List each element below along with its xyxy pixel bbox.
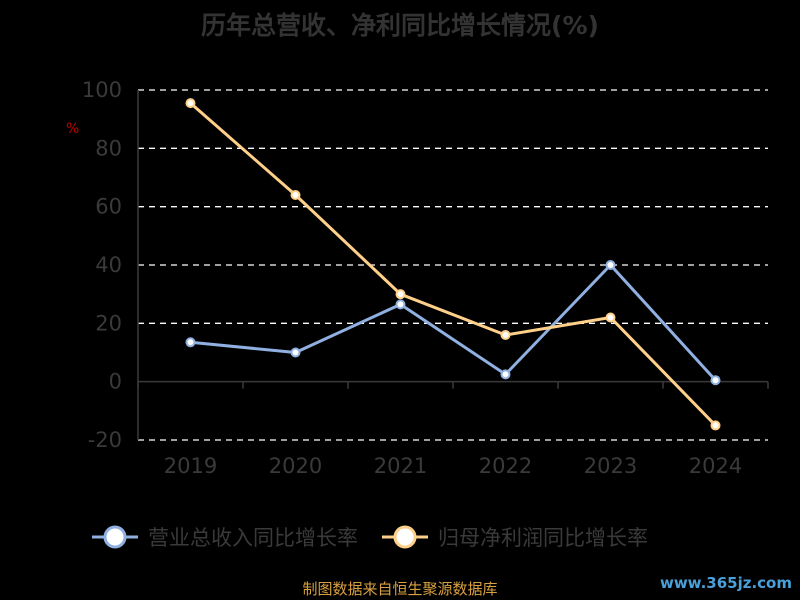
chart-title: 历年总营收、净利同比增长情况(%) — [201, 11, 599, 40]
y-tick-label: 0 — [109, 370, 122, 394]
y-tick-label: 40 — [95, 253, 122, 277]
data-point — [605, 260, 616, 270]
series-line-0 — [190, 263, 717, 382]
legend-swatch-profit — [382, 525, 428, 549]
data-point — [185, 337, 196, 348]
x-tick-label: 2019 — [164, 454, 217, 478]
series-lines — [185, 98, 721, 431]
x-tick-label: 2023 — [584, 454, 637, 478]
legend-swatch-revenue — [92, 525, 138, 549]
x-tick-label: 2021 — [374, 454, 427, 478]
y-tick-label: -20 — [88, 428, 122, 452]
y-axis-unit-label: % — [66, 121, 80, 137]
legend-label-revenue: 营业总收入同比增长率 — [148, 526, 358, 550]
data-point — [605, 312, 616, 323]
x-tick-label: 2020 — [269, 454, 322, 478]
y-tick-label: 100 — [82, 78, 122, 102]
x-tick-label: 2022 — [479, 454, 532, 478]
series-line-1 — [189, 101, 717, 427]
data-point — [500, 369, 511, 380]
y-tick-label: 60 — [95, 195, 122, 219]
legend-item-profit[interactable]: 归母净利润同比增长率 — [380, 521, 648, 553]
data-point — [710, 375, 721, 386]
data-point — [290, 347, 301, 358]
data-source-note: 制图数据来自恒生聚源数据库 — [302, 580, 498, 598]
data-point — [500, 330, 511, 340]
watermark: www.365jz.com — [659, 574, 792, 592]
data-point — [395, 299, 406, 310]
legend-label-profit: 归母净利润同比增长率 — [438, 526, 648, 550]
y-tick-label: 20 — [95, 311, 122, 335]
data-point — [395, 289, 406, 300]
data-point — [185, 98, 196, 109]
legend: 营业总收入同比增长率 归母净利润同比增长率 — [90, 521, 670, 553]
data-point — [710, 420, 721, 431]
x-tick-label: 2024 — [689, 454, 742, 478]
data-point — [290, 190, 301, 200]
axes: -20 0 20 40 60 80 100 2019 2020 2021 2022 2023 2024 — [82, 78, 769, 478]
legend-item-revenue[interactable]: 营业总收入同比增长率 — [90, 521, 358, 553]
y-tick-label: 80 — [95, 136, 122, 160]
